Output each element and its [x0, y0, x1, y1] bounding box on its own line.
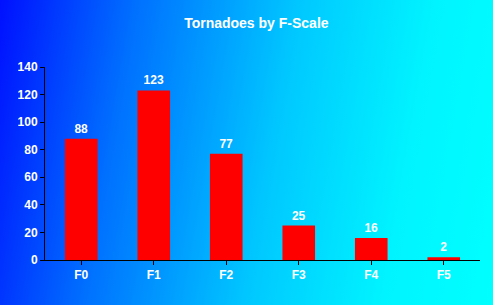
- svg-text:20: 20: [24, 226, 38, 240]
- svg-text:F1: F1: [147, 268, 161, 282]
- svg-text:123: 123: [144, 73, 164, 87]
- svg-text:F5: F5: [437, 268, 451, 282]
- svg-text:140: 140: [18, 60, 38, 74]
- svg-text:F2: F2: [219, 268, 233, 282]
- svg-text:88: 88: [74, 122, 88, 136]
- svg-text:100: 100: [18, 115, 38, 129]
- svg-text:F0: F0: [74, 268, 88, 282]
- svg-text:120: 120: [18, 88, 38, 102]
- svg-text:F4: F4: [364, 268, 378, 282]
- svg-text:77: 77: [219, 137, 233, 151]
- svg-text:40: 40: [24, 198, 38, 212]
- svg-text:16: 16: [364, 221, 378, 235]
- svg-text:80: 80: [24, 143, 38, 157]
- svg-text:F3: F3: [292, 268, 306, 282]
- svg-text:25: 25: [292, 209, 306, 223]
- svg-text:2: 2: [440, 240, 447, 254]
- svg-text:0: 0: [31, 253, 38, 267]
- svg-text:60: 60: [24, 170, 38, 184]
- svg-text:Tornadoes by F-Scale: Tornadoes by F-Scale: [184, 15, 329, 31]
